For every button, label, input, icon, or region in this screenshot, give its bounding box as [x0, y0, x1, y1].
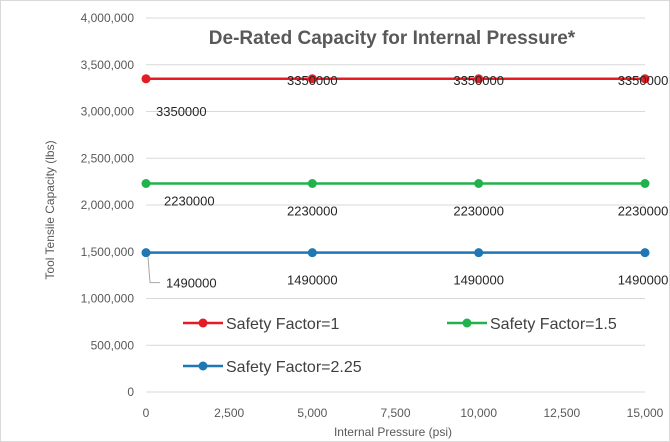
- data-point: [307, 248, 317, 258]
- data-label: 3350000: [156, 104, 207, 119]
- legend-marker: [198, 361, 208, 371]
- data-label: 1490000: [287, 273, 338, 288]
- data-point: [640, 74, 650, 84]
- label-leader-line: [147, 256, 160, 284]
- data-point: [307, 178, 317, 188]
- data-point: [141, 178, 151, 188]
- y-tick-label: 2,500,000: [81, 151, 135, 165]
- legend-marker: [198, 318, 208, 328]
- x-tick-label: 7,500: [380, 406, 410, 420]
- y-tick-label: 500,000: [91, 338, 135, 352]
- y-tick-label: 3,500,000: [81, 58, 135, 72]
- legend: Safety Factor=1 Safety Factor=1.5 Safety F…: [183, 316, 617, 376]
- data-label: 2230000: [453, 203, 504, 218]
- data-point: [474, 248, 484, 258]
- title-background: [178, 20, 606, 54]
- data-point: [474, 74, 484, 84]
- data-label: 2230000: [164, 193, 215, 208]
- y-tick-label: 0: [127, 385, 134, 399]
- legend-entry: Safety Factor=1.5: [447, 316, 617, 333]
- y-tick-label: 2,000,000: [81, 198, 135, 212]
- legend-label: Safety Factor=1: [226, 316, 339, 333]
- x-tick-label: 2,500: [214, 406, 244, 420]
- x-tick-label: 10,000: [460, 406, 497, 420]
- data-label: 3350000: [453, 73, 504, 88]
- legend-entry: Safety Factor=1: [183, 316, 339, 333]
- data-point: [141, 74, 151, 84]
- data-point: [141, 248, 151, 258]
- data-point: [474, 178, 484, 188]
- data-label: 1490000: [618, 273, 669, 288]
- data-labels: 3350000 3350000 3350000 3350000 2230000 22300…: [147, 73, 669, 291]
- legend-label: Safety Factor=1.5: [490, 316, 617, 333]
- series-group: [141, 74, 650, 258]
- data-label: 1490000: [166, 276, 217, 291]
- legend-label: Safety Factor=2.25: [226, 359, 362, 376]
- y-tick-label: 1,500,000: [81, 245, 135, 259]
- data-label: 3350000: [618, 73, 669, 88]
- data-label: 3350000: [287, 73, 338, 88]
- x-tick-label: 12,500: [543, 406, 580, 420]
- y-axis-ticks: 0 500,000 1,000,000 1,500,000 2,000,000 2,500…: [81, 11, 135, 399]
- data-point: [640, 178, 650, 188]
- data-label: 2230000: [618, 203, 669, 218]
- x-axis-title: Internal Pressure (psi): [334, 425, 452, 439]
- data-point: [307, 74, 317, 84]
- y-axis-title: Tool Tensile Capacity (lbs): [43, 140, 57, 279]
- legend-entry: Safety Factor=2.25: [183, 359, 362, 376]
- data-point: [640, 248, 650, 258]
- data-label: 2230000: [287, 203, 338, 218]
- x-tick-label: 5,000: [297, 406, 327, 420]
- y-tick-label: 1,000,000: [81, 292, 135, 306]
- legend-marker: [462, 318, 472, 328]
- x-tick-label: 15,000: [627, 406, 664, 420]
- x-axis-ticks: 0 2,500 5,000 7,500 10,000 12,500 15,000: [143, 406, 664, 420]
- grid-lines: [146, 17, 645, 393]
- y-tick-label: 3,000,000: [81, 105, 135, 119]
- data-label: 1490000: [453, 273, 504, 288]
- y-tick-label: 4,000,000: [81, 11, 135, 25]
- x-tick-label: 0: [143, 406, 150, 420]
- chart-title: De-Rated Capacity for Internal Pressure*: [209, 28, 576, 49]
